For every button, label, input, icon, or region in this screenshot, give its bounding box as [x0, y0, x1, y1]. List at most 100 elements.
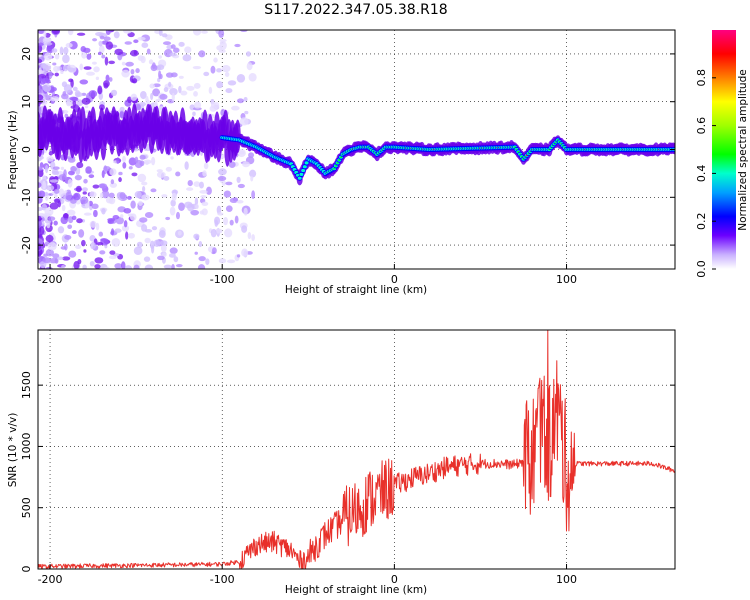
ridge-core — [298, 177, 302, 180]
noise-blob — [57, 200, 61, 208]
noise-blob — [38, 58, 43, 64]
noise-blob — [96, 241, 104, 246]
noise-blob — [130, 68, 135, 75]
noise-blob — [38, 206, 44, 212]
noise-blob — [64, 235, 72, 240]
noise-blob — [89, 235, 96, 242]
noise-blob — [83, 212, 92, 216]
noise-blob — [56, 256, 64, 261]
noise-blob — [38, 242, 42, 250]
noise-blob — [127, 195, 132, 200]
noise-blob — [231, 105, 240, 111]
noise-blob — [114, 263, 123, 269]
noise-blob — [200, 195, 207, 199]
noise-blob — [44, 220, 52, 224]
noise-blob — [127, 232, 135, 239]
noise-blob — [69, 96, 78, 101]
noise-blob — [135, 68, 140, 74]
noise-blob — [221, 65, 231, 73]
noise-blob — [76, 162, 84, 169]
noise-blob — [139, 154, 146, 160]
noise-blob — [98, 51, 102, 56]
noise-blob — [197, 264, 206, 269]
noise-blob — [194, 197, 199, 206]
colorbar-tick-label: 0.6 — [695, 117, 708, 135]
noise-blob — [53, 220, 58, 226]
noise-blob — [60, 246, 67, 250]
noise-blob — [160, 243, 167, 253]
noise-blob — [51, 30, 60, 35]
noise-blob — [194, 251, 198, 255]
noise-blob — [67, 157, 76, 163]
noise-blob — [46, 184, 55, 191]
noise-blob — [193, 181, 201, 188]
noise-blob — [78, 229, 85, 238]
noise-blob — [201, 30, 208, 34]
noise-blob — [89, 220, 97, 228]
noise-blob — [51, 170, 60, 176]
noise-blob — [136, 241, 143, 248]
noise-blob — [62, 54, 70, 64]
noise-blob — [210, 65, 216, 74]
noise-blob — [38, 219, 42, 228]
noise-blob — [234, 215, 239, 224]
noise-blob — [156, 169, 163, 173]
noise-blob — [175, 211, 180, 220]
noise-blob — [239, 117, 249, 126]
noise-blob — [227, 259, 236, 264]
noise-blob — [86, 53, 92, 60]
noise-blob — [170, 156, 174, 160]
noise-blob — [60, 69, 64, 75]
noise-blob — [158, 55, 162, 59]
noise-blob — [59, 46, 64, 56]
noise-blob — [139, 160, 145, 167]
noise-blob — [251, 190, 256, 200]
noise-blob — [49, 202, 59, 210]
spectrogram-xlabel: Height of straight line (km) — [285, 284, 427, 296]
noise-blob — [213, 57, 218, 63]
noise-blob — [73, 261, 80, 269]
x-tick-label: 100 — [556, 273, 577, 286]
noise-blob — [118, 171, 123, 176]
noise-blob — [63, 46, 69, 55]
noise-blob — [81, 187, 88, 192]
ridge-core — [305, 161, 308, 164]
noise-blob — [85, 166, 92, 174]
noise-blob — [105, 41, 114, 50]
noise-blob — [44, 191, 49, 197]
noise-blob — [158, 230, 166, 239]
noise-blob — [186, 85, 195, 91]
noise-blob — [109, 250, 116, 255]
noise-blob — [98, 231, 104, 237]
noise-blob — [63, 169, 67, 178]
noise-blob — [140, 90, 147, 100]
snr-frame — [37, 329, 676, 570]
noise-blob — [68, 250, 77, 258]
noise-blob — [198, 256, 206, 262]
noise-blob — [92, 184, 100, 189]
noise-blob — [122, 155, 126, 163]
noise-blob — [109, 168, 117, 176]
noise-blob — [171, 192, 177, 202]
noise-blob — [45, 234, 54, 243]
noise-blob — [83, 249, 87, 253]
noise-blob — [123, 220, 128, 228]
noise-blob — [107, 219, 114, 225]
noise-blob — [38, 30, 45, 34]
noise-blob — [66, 209, 76, 216]
noise-blob — [241, 248, 249, 257]
noise-blob — [159, 93, 168, 100]
noise-blob — [157, 255, 165, 261]
noise-blob — [150, 188, 157, 193]
noise-blob — [152, 88, 161, 97]
noise-blob — [93, 66, 100, 73]
noise-blob — [223, 190, 232, 198]
ridge-core — [303, 165, 307, 168]
noise-blob — [211, 114, 216, 119]
noise-blob — [74, 174, 82, 181]
noise-blob — [202, 170, 207, 177]
noise-blob — [133, 39, 139, 44]
noise-blob — [118, 177, 122, 183]
noise-blob — [43, 42, 53, 46]
y-tick-label: -10 — [20, 188, 33, 206]
